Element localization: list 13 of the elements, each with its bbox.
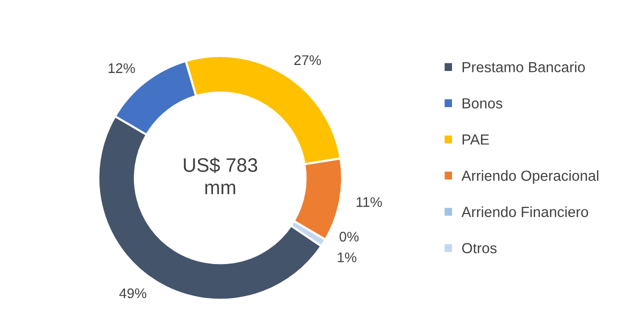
data-label: 27% xyxy=(294,55,321,66)
data-label: 12% xyxy=(108,63,135,74)
legend-label: Arriendo Financiero xyxy=(461,206,588,218)
legend-label: Otros xyxy=(462,242,497,254)
legend-label: Arriendo Operacional xyxy=(461,170,598,184)
data-label: 49% xyxy=(119,288,146,298)
data-label: 1% xyxy=(338,252,356,262)
legend-label: Bonos xyxy=(462,98,502,108)
text: 0% xyxy=(340,232,359,242)
text: US$ 783 mm xyxy=(184,157,258,194)
legend-label: Prestamo Bancario xyxy=(462,62,585,72)
data-label: 11% xyxy=(356,197,382,207)
legend-label: PAE xyxy=(462,134,489,145)
